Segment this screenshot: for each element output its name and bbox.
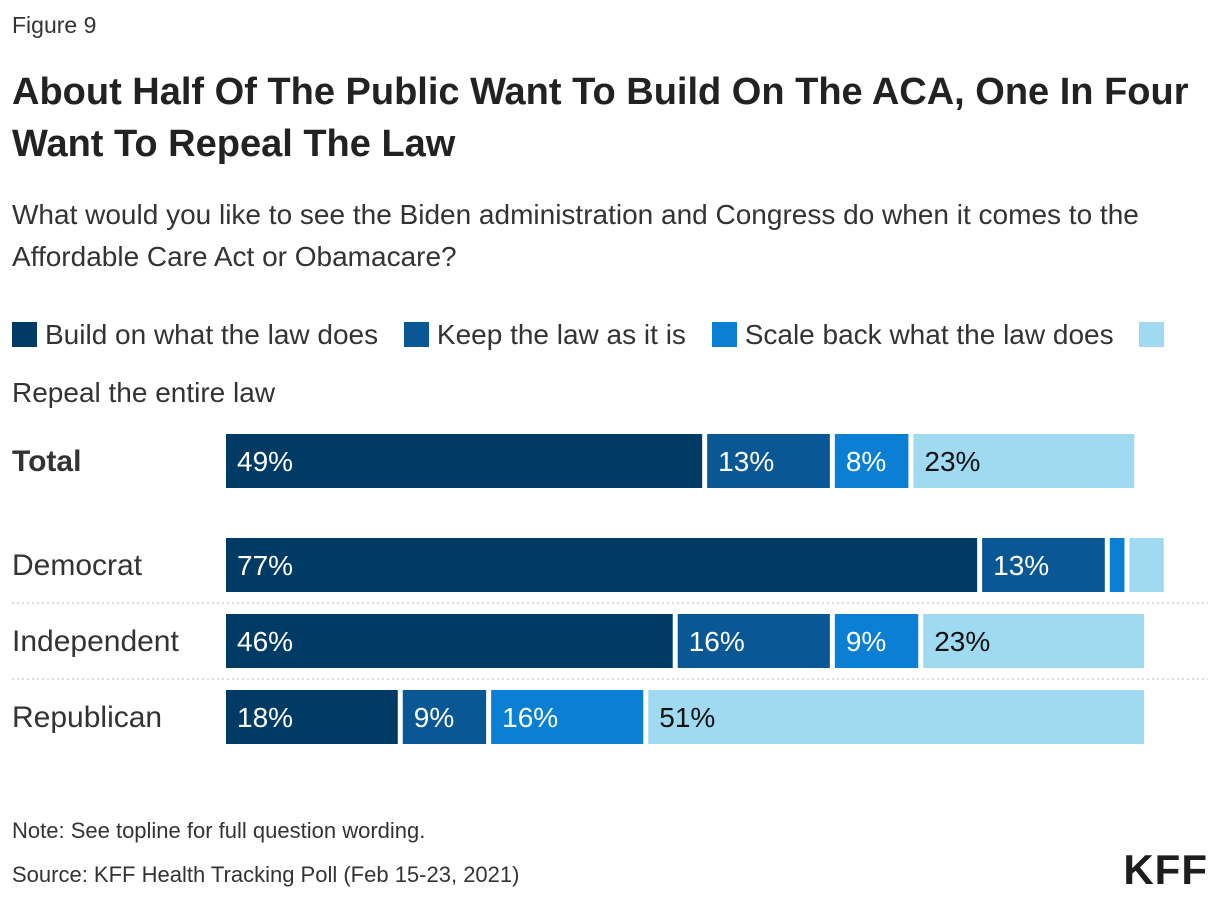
legend-item-scale: Scale back what the law does	[711, 319, 1114, 350]
chart-subtitle: What would you like to see the Biden adm…	[12, 199, 1139, 272]
legend-swatch-scale	[711, 322, 737, 347]
bar-total-scale	[834, 434, 909, 488]
legend-item-keep: Keep the law as it is	[403, 319, 686, 350]
bar-republican-build	[226, 690, 398, 744]
bar-independent-build	[226, 614, 673, 668]
chart-source: Source: KFF Health Tracking Poll (Feb 15…	[12, 862, 520, 887]
legend-label-scale: Scale back what the law does	[744, 319, 1114, 350]
bar-democrat-build	[226, 538, 978, 592]
bar-total-repeal	[913, 434, 1135, 488]
chart-legend: Build on what the law does Keep the law …	[12, 306, 1212, 422]
bar-democrat-keep	[982, 538, 1105, 592]
bar-independent-keep	[677, 614, 830, 668]
bar-label-republican-repeal: 51%	[659, 702, 715, 733]
bar-label-republican-scale: 16%	[502, 702, 558, 733]
bar-label-independent-repeal: 23%	[934, 626, 990, 657]
category-label-independent: Independent	[12, 625, 179, 658]
chart-note: Note: See topline for full question word…	[12, 818, 426, 843]
bar-label-republican-build: 18%	[237, 702, 293, 733]
legend-swatch-repeal	[1139, 322, 1165, 347]
bar-republican-keep	[402, 690, 487, 744]
bar-label-independent-build: 46%	[237, 626, 293, 657]
bar-label-total-build: 49%	[237, 446, 293, 477]
bar-total-build	[226, 434, 703, 488]
legend-label-keep: Keep the law as it is	[436, 319, 686, 350]
stacked-bar-chart: Total 49% 13% 8% 23% Democrat 77% 13% Independen…	[12, 434, 1208, 744]
bar-label-republican-keep: 9%	[414, 702, 454, 733]
bar-label-democrat-keep: 13%	[993, 550, 1049, 581]
bar-label-independent-keep: 16%	[689, 626, 745, 657]
chart-title: About Half Of The Public Want To Build O…	[12, 71, 1189, 165]
bar-independent-scale	[834, 614, 919, 668]
legend-label-repeal: Repeal the entire law	[12, 377, 276, 408]
bar-republican-scale	[491, 690, 644, 744]
category-label-total: Total	[12, 445, 81, 478]
legend-item-repeal: Repeal the entire law	[12, 319, 1172, 408]
legend-item-build: Build on what the law does	[12, 319, 378, 350]
bar-label-independent-scale: 9%	[846, 626, 886, 657]
category-label-republican: Republican	[12, 701, 162, 734]
bar-label-total-keep: 13%	[718, 446, 774, 477]
bar-total-keep	[707, 434, 830, 488]
bar-democrat-scale	[1109, 538, 1125, 592]
figure-label: Figure 9	[12, 12, 97, 38]
category-label-democrat: Democrat	[12, 549, 143, 582]
bar-republican-repeal	[648, 690, 1145, 744]
bar-independent-repeal	[923, 614, 1145, 668]
kff-logo: KFF	[1123, 846, 1208, 893]
legend-swatch-keep	[403, 322, 429, 347]
bar-label-total-repeal: 23%	[924, 446, 980, 477]
legend-swatch-build	[12, 322, 37, 347]
legend-label-build: Build on what the law does	[45, 319, 379, 350]
bar-democrat-repeal	[1129, 538, 1164, 592]
bar-label-democrat-build: 77%	[237, 550, 293, 581]
bar-label-total-scale: 8%	[846, 446, 886, 477]
